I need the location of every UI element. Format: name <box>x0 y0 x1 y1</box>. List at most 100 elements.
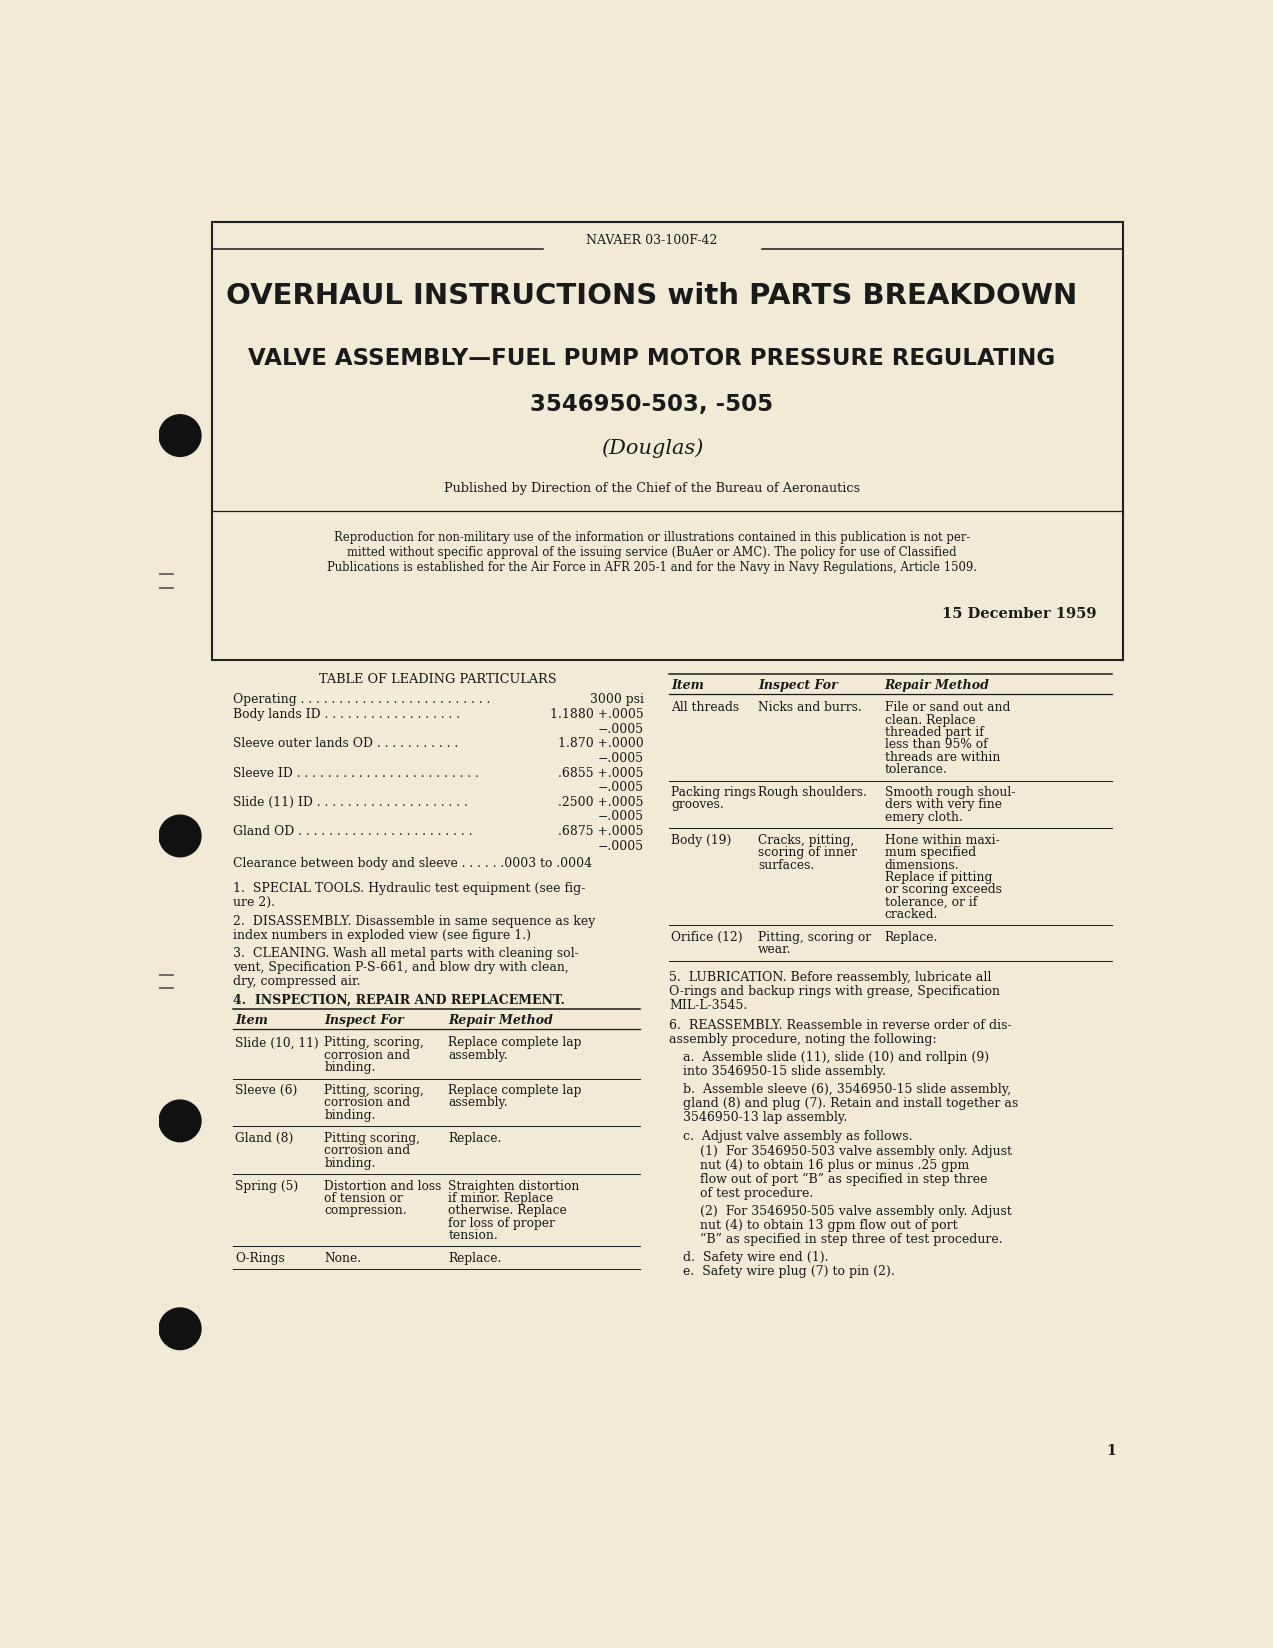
Text: −.0005: −.0005 <box>597 781 643 794</box>
Text: e.  Safety wire plug (7) to pin (2).: e. Safety wire plug (7) to pin (2). <box>684 1264 895 1277</box>
Text: assembly.: assembly. <box>448 1048 508 1061</box>
Text: Sleeve ID . . . . . . . . . . . . . . . . . . . . . . . .: Sleeve ID . . . . . . . . . . . . . . . … <box>233 766 479 780</box>
Text: tolerance.: tolerance. <box>885 763 947 776</box>
Text: Replace.: Replace. <box>448 1131 502 1144</box>
Text: Body lands ID . . . . . . . . . . . . . . . . . .: Body lands ID . . . . . . . . . . . . . … <box>233 707 460 720</box>
Text: Sleeve outer lands OD . . . . . . . . . . .: Sleeve outer lands OD . . . . . . . . . … <box>233 737 458 750</box>
Text: 3546950-503, -505: 3546950-503, -505 <box>531 392 774 415</box>
Text: Published by Direction of the Chief of the Bureau of Aeronautics: Published by Direction of the Chief of t… <box>444 483 861 494</box>
Text: a.  Assemble slide (11), slide (10) and rollpin (9): a. Assemble slide (11), slide (10) and r… <box>684 1050 989 1063</box>
Text: Gland (8): Gland (8) <box>236 1131 294 1144</box>
Text: 15 December 1959: 15 December 1959 <box>942 606 1097 620</box>
Text: tension.: tension. <box>448 1228 498 1241</box>
Text: emery cloth.: emery cloth. <box>885 811 962 824</box>
Text: Hone within maxi-: Hone within maxi- <box>885 834 999 847</box>
Text: 2.  DISASSEMBLY. Disassemble in same sequence as key: 2. DISASSEMBLY. Disassemble in same sequ… <box>233 915 594 928</box>
Text: 5.  LUBRICATION. Before reassembly, lubricate all: 5. LUBRICATION. Before reassembly, lubri… <box>670 971 992 984</box>
Text: Pitting scoring,: Pitting scoring, <box>325 1131 420 1144</box>
Circle shape <box>159 816 201 857</box>
Text: 4.  INSPECTION, REPAIR AND REPLACEMENT.: 4. INSPECTION, REPAIR AND REPLACEMENT. <box>233 992 565 1005</box>
Bar <box>211 222 1123 661</box>
Text: mum specified: mum specified <box>885 845 975 859</box>
Text: Cracks, pitting,: Cracks, pitting, <box>759 834 854 847</box>
Circle shape <box>159 415 201 456</box>
Text: −.0005: −.0005 <box>597 751 643 765</box>
Text: nut (4) to obtain 13 gpm flow out of port: nut (4) to obtain 13 gpm flow out of por… <box>700 1218 957 1231</box>
Text: Pitting, scoring,: Pitting, scoring, <box>325 1037 424 1048</box>
Text: less than 95% of: less than 95% of <box>885 738 987 751</box>
Text: Straighten distortion: Straighten distortion <box>448 1178 579 1192</box>
Text: (1)  For 3546950-503 valve assembly only. Adjust: (1) For 3546950-503 valve assembly only.… <box>700 1144 1012 1157</box>
Text: (2)  For 3546950-505 valve assembly only. Adjust: (2) For 3546950-505 valve assembly only.… <box>700 1205 1012 1218</box>
Text: Slide (10, 11): Slide (10, 11) <box>236 1037 318 1048</box>
Text: Nicks and burrs.: Nicks and burrs. <box>759 700 862 714</box>
Text: −.0005: −.0005 <box>597 722 643 735</box>
Text: 1: 1 <box>1106 1444 1116 1457</box>
Text: of tension or: of tension or <box>325 1192 404 1205</box>
Text: Inspect For: Inspect For <box>325 1014 404 1027</box>
Text: None.: None. <box>325 1251 362 1264</box>
Text: b.  Assemble sleeve (6), 3546950-15 slide assembly,: b. Assemble sleeve (6), 3546950-15 slide… <box>684 1083 1011 1096</box>
Text: O-rings and backup rings with grease, Specification: O-rings and backup rings with grease, Sp… <box>670 984 1001 997</box>
Text: assembly.: assembly. <box>448 1096 508 1109</box>
Text: d.  Safety wire end (1).: d. Safety wire end (1). <box>684 1251 829 1264</box>
Text: Repair Method: Repair Method <box>885 679 989 692</box>
Text: Spring (5): Spring (5) <box>236 1178 298 1192</box>
Text: dry, compressed air.: dry, compressed air. <box>233 974 360 987</box>
Text: −.0005: −.0005 <box>597 809 643 822</box>
Text: 3.  CLEANING. Wash all metal parts with cleaning sol-: 3. CLEANING. Wash all metal parts with c… <box>233 946 578 959</box>
Text: Replace.: Replace. <box>448 1251 502 1264</box>
Text: compression.: compression. <box>325 1203 407 1216</box>
Text: 3546950-13 lap assembly.: 3546950-13 lap assembly. <box>684 1111 848 1124</box>
Circle shape <box>159 1101 201 1142</box>
Text: .6875 +.0005: .6875 +.0005 <box>558 824 643 837</box>
Text: threaded part if: threaded part if <box>885 725 983 738</box>
Text: MIL-L-3545.: MIL-L-3545. <box>670 999 747 1012</box>
Text: corrosion and: corrosion and <box>325 1144 410 1157</box>
Text: or scoring exceeds: or scoring exceeds <box>885 883 1002 895</box>
Text: Distortion and loss: Distortion and loss <box>325 1178 442 1192</box>
Text: clean. Replace: clean. Replace <box>885 714 975 727</box>
Text: surfaces.: surfaces. <box>759 859 815 872</box>
Text: Publications is established for the Air Force in AFR 205-1 and for the Navy in N: Publications is established for the Air … <box>327 560 976 574</box>
Text: All threads: All threads <box>671 700 740 714</box>
Text: .6855 +.0005: .6855 +.0005 <box>558 766 643 780</box>
Text: .2500 +.0005: .2500 +.0005 <box>558 796 643 808</box>
Text: corrosion and: corrosion and <box>325 1048 410 1061</box>
Text: corrosion and: corrosion and <box>325 1096 410 1109</box>
Text: Pitting, scoring,: Pitting, scoring, <box>325 1083 424 1096</box>
Text: Operating . . . . . . . . . . . . . . . . . . . . . . . . .: Operating . . . . . . . . . . . . . . . … <box>233 694 490 705</box>
Text: VALVE ASSEMBLY—FUEL PUMP MOTOR PRESSURE REGULATING: VALVE ASSEMBLY—FUEL PUMP MOTOR PRESSURE … <box>248 346 1055 369</box>
Text: tolerance, or if: tolerance, or if <box>885 895 976 908</box>
Circle shape <box>159 1309 201 1350</box>
Text: TABLE OF LEADING PARTICULARS: TABLE OF LEADING PARTICULARS <box>320 672 558 686</box>
Text: Smooth rough shoul-: Smooth rough shoul- <box>885 786 1015 799</box>
Text: Replace if pitting: Replace if pitting <box>885 870 992 883</box>
Text: Gland OD . . . . . . . . . . . . . . . . . . . . . . .: Gland OD . . . . . . . . . . . . . . . .… <box>233 824 472 837</box>
Text: Clearance between body and sleeve . . . . . .0003 to .0004: Clearance between body and sleeve . . . … <box>233 857 592 870</box>
Text: NAVAER 03-100F-42: NAVAER 03-100F-42 <box>587 234 718 247</box>
Text: of test procedure.: of test procedure. <box>700 1187 813 1198</box>
Text: flow out of port “B” as specified in step three: flow out of port “B” as specified in ste… <box>700 1172 988 1185</box>
Text: cracked.: cracked. <box>885 908 938 920</box>
Text: 3000 psi: 3000 psi <box>589 694 643 705</box>
Text: Body (19): Body (19) <box>671 834 732 847</box>
Text: scoring of inner: scoring of inner <box>759 845 857 859</box>
Text: c.  Adjust valve assembly as follows.: c. Adjust valve assembly as follows. <box>684 1129 913 1142</box>
Text: Replace complete lap: Replace complete lap <box>448 1037 582 1048</box>
Text: Inspect For: Inspect For <box>759 679 838 692</box>
Text: wear.: wear. <box>759 943 792 956</box>
Text: if minor. Replace: if minor. Replace <box>448 1192 554 1205</box>
Text: dimensions.: dimensions. <box>885 859 959 872</box>
Text: “B” as specified in step three of test procedure.: “B” as specified in step three of test p… <box>700 1233 1003 1246</box>
Text: assembly procedure, noting the following:: assembly procedure, noting the following… <box>670 1032 937 1045</box>
Text: into 3546950-15 slide assembly.: into 3546950-15 slide assembly. <box>684 1065 886 1078</box>
Text: 1.870 +.0000: 1.870 +.0000 <box>558 737 643 750</box>
Text: 6.  REASSEMBLY. Reassemble in reverse order of dis-: 6. REASSEMBLY. Reassemble in reverse ord… <box>670 1018 1012 1032</box>
Text: vent, Specification P-S-661, and blow dry with clean,: vent, Specification P-S-661, and blow dr… <box>233 961 569 974</box>
Text: Sleeve (6): Sleeve (6) <box>236 1083 298 1096</box>
Text: Item: Item <box>236 1014 267 1027</box>
Text: −.0005: −.0005 <box>597 839 643 852</box>
Text: Packing rings: Packing rings <box>671 786 756 799</box>
Text: Replace complete lap: Replace complete lap <box>448 1083 582 1096</box>
